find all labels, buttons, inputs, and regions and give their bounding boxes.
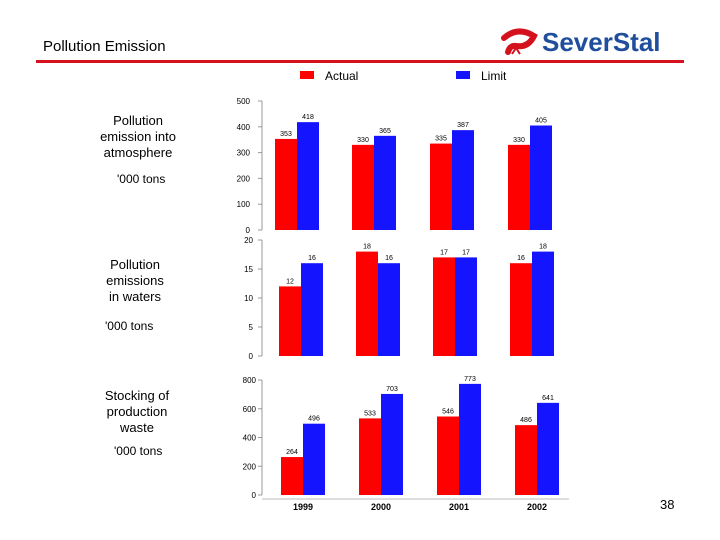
row-label-line: waste bbox=[120, 420, 154, 435]
row-label-line: production bbox=[106, 404, 168, 419]
data-label: 12 bbox=[286, 278, 294, 285]
y-tick-label: 800 bbox=[243, 376, 257, 385]
y-tick-label: 5 bbox=[249, 323, 254, 332]
row-unit-waste: '000 tons bbox=[114, 444, 163, 458]
legend-swatch-limit bbox=[456, 71, 470, 79]
bar-limit-2001 bbox=[452, 130, 474, 230]
row-label-atmosphere: Pollution emission into atmosphere bbox=[68, 113, 208, 161]
brand-name: SeverStal bbox=[542, 27, 661, 57]
data-label: 18 bbox=[539, 244, 547, 251]
data-label: 496 bbox=[308, 416, 320, 423]
bar-limit-2000 bbox=[374, 135, 396, 230]
y-tick-label: 600 bbox=[243, 405, 257, 414]
bar-limit-2002 bbox=[530, 125, 552, 230]
data-label: 264 bbox=[286, 449, 298, 456]
bar-actual-2000 bbox=[356, 251, 378, 356]
y-tick-label: 200 bbox=[237, 174, 251, 183]
bar-actual-2000 bbox=[352, 144, 374, 230]
legend-label-limit: Limit bbox=[481, 69, 507, 83]
bar-actual-2001 bbox=[433, 257, 455, 356]
y-tick-label: 0 bbox=[249, 352, 254, 361]
row-label-line: Pollution bbox=[110, 257, 160, 272]
y-tick-label: 500 bbox=[237, 97, 251, 106]
data-label: 546 bbox=[442, 409, 454, 416]
bar-actual-2002 bbox=[515, 425, 537, 495]
row-label-waste: Stocking of production waste bbox=[67, 388, 207, 436]
bar-actual-1999 bbox=[279, 286, 301, 356]
y-tick-label: 20 bbox=[244, 236, 253, 245]
x-tick-label: 2002 bbox=[527, 502, 547, 512]
data-label: 17 bbox=[440, 249, 448, 256]
severstal-logo: SeverStal bbox=[501, 27, 661, 57]
bar-limit-2000 bbox=[378, 263, 400, 356]
row-label-line: atmosphere bbox=[103, 145, 173, 160]
y-tick-label: 400 bbox=[237, 123, 251, 132]
data-label: 486 bbox=[520, 417, 532, 424]
data-label: 533 bbox=[364, 410, 376, 417]
row-label-line: Stocking of bbox=[104, 388, 170, 403]
row-label-line: emissions bbox=[106, 273, 164, 288]
data-label: 773 bbox=[464, 376, 476, 383]
bar-limit-1999 bbox=[297, 122, 319, 230]
y-tick-label: 0 bbox=[246, 226, 251, 235]
title-underline bbox=[36, 60, 684, 63]
x-tick-label: 1999 bbox=[293, 502, 313, 512]
bar-limit-2001 bbox=[455, 257, 477, 356]
y-tick-label: 100 bbox=[237, 200, 251, 209]
bar-limit-2002 bbox=[537, 402, 559, 495]
data-label: 405 bbox=[535, 118, 547, 125]
row-unit-atmosphere: '000 tons bbox=[117, 172, 166, 186]
data-label: 703 bbox=[386, 386, 398, 393]
bar-actual-2001 bbox=[430, 143, 452, 230]
bar-actual-2000 bbox=[359, 418, 381, 495]
bar-limit-1999 bbox=[303, 423, 325, 495]
data-label: 16 bbox=[517, 255, 525, 262]
y-tick-label: 300 bbox=[237, 149, 251, 158]
data-label: 387 bbox=[457, 122, 469, 129]
bar-actual-2001 bbox=[437, 416, 459, 495]
page-number: 38 bbox=[660, 497, 675, 512]
data-label: 418 bbox=[302, 114, 314, 121]
row-label-line: in waters bbox=[108, 289, 162, 304]
page-title: Pollution Emission bbox=[43, 38, 166, 55]
bar-limit-1999 bbox=[301, 263, 323, 356]
x-tick-label: 2001 bbox=[449, 502, 469, 512]
row-label-line: Pollution bbox=[113, 113, 163, 128]
y-tick-label: 400 bbox=[243, 434, 257, 443]
x-tick-label: 2000 bbox=[371, 502, 391, 512]
data-label: 330 bbox=[357, 137, 369, 144]
data-label: 16 bbox=[308, 255, 316, 262]
data-label: 16 bbox=[385, 255, 393, 262]
bar-actual-2002 bbox=[510, 263, 532, 356]
y-tick-label: 10 bbox=[244, 294, 253, 303]
bar-limit-2000 bbox=[381, 393, 403, 495]
bar-actual-1999 bbox=[281, 457, 303, 495]
y-tick-label: 0 bbox=[252, 491, 257, 500]
bar-limit-2001 bbox=[459, 383, 481, 495]
data-label: 17 bbox=[462, 249, 470, 256]
bar-limit-2002 bbox=[532, 251, 554, 356]
row-unit-waters: '000 tons bbox=[105, 319, 154, 333]
bar-actual-2002 bbox=[508, 144, 530, 230]
data-label: 330 bbox=[513, 137, 525, 144]
y-tick-label: 200 bbox=[243, 462, 257, 471]
row-label-waters: Pollution emissions in waters bbox=[65, 257, 205, 305]
legend-swatch-actual bbox=[300, 71, 314, 79]
data-label: 335 bbox=[435, 136, 447, 143]
bar-actual-1999 bbox=[275, 138, 297, 230]
data-label: 365 bbox=[379, 128, 391, 135]
data-label: 353 bbox=[280, 131, 292, 138]
legend-label-actual: Actual bbox=[325, 69, 359, 83]
y-tick-label: 15 bbox=[244, 265, 253, 274]
severstal-emblem-icon bbox=[501, 28, 538, 55]
data-label: 641 bbox=[542, 395, 554, 402]
data-label: 18 bbox=[363, 244, 371, 251]
row-label-line: emission into bbox=[100, 129, 176, 144]
